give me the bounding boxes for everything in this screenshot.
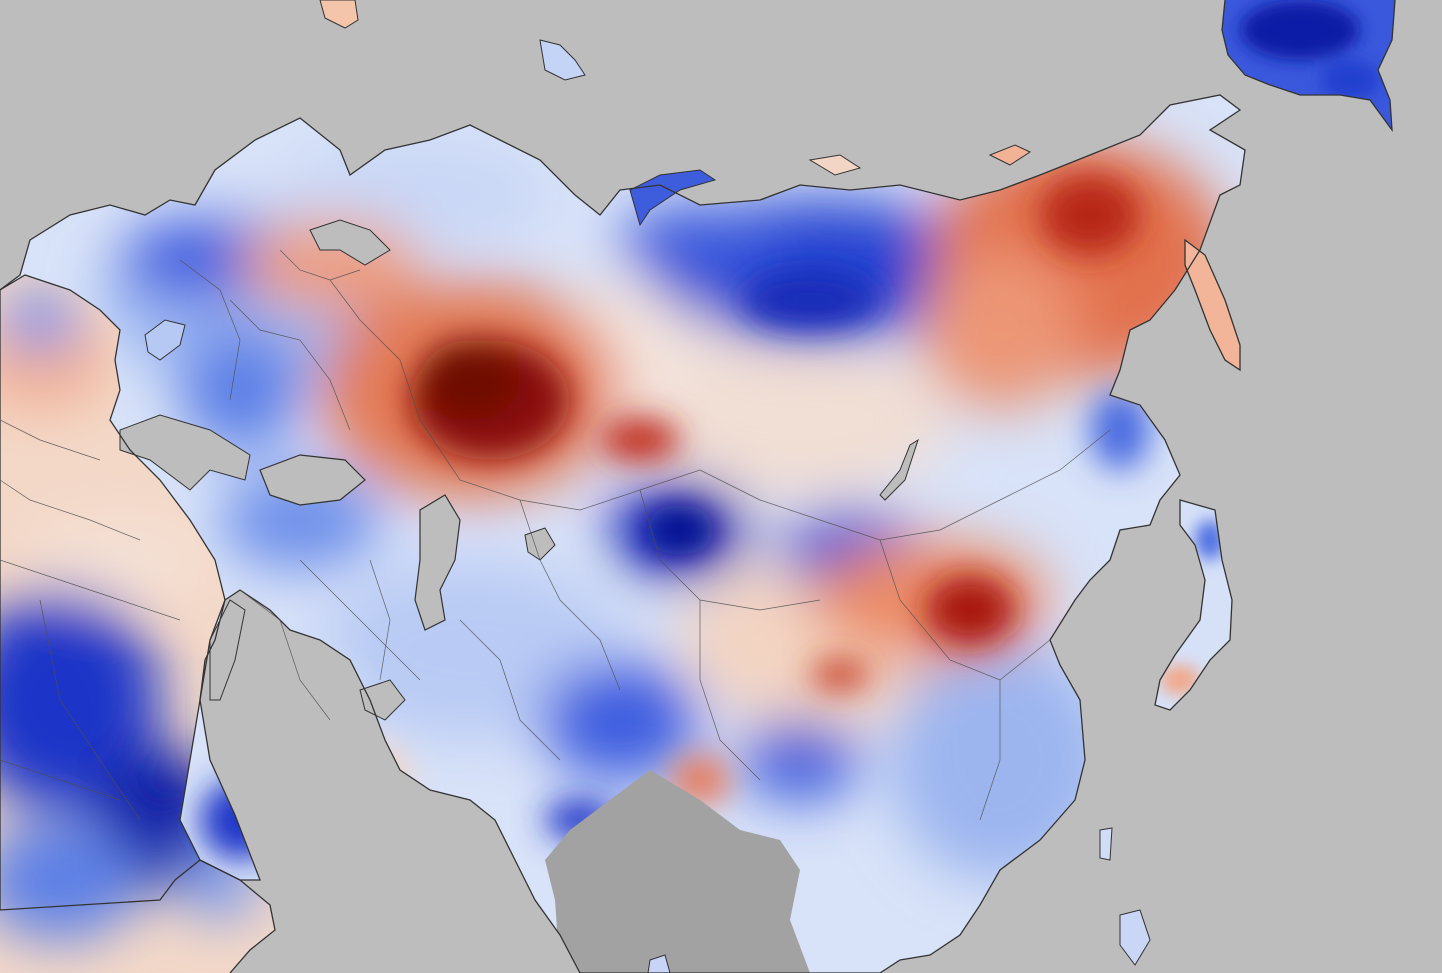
coastlines — [0, 0, 1396, 973]
philippines-islands — [1119, 909, 1151, 966]
novaya-zemlya-island — [629, 169, 717, 227]
black-sea — [259, 454, 366, 506]
iceland-island — [319, 0, 359, 29]
india-no-data-region — [545, 770, 810, 973]
taiwan-island — [1099, 827, 1113, 861]
country-borders — [0, 249, 1111, 821]
aral-sea — [524, 527, 556, 561]
severnaya-zemlya-island — [808, 154, 862, 176]
british-isles — [144, 319, 186, 361]
svalbard-island — [539, 39, 586, 81]
baltic-sea — [309, 219, 391, 266]
caspian-sea — [414, 494, 461, 631]
new-siberian-islands — [988, 144, 1032, 166]
lake-baikal — [879, 438, 919, 501]
persian-gulf — [359, 679, 406, 721]
sri-lanka-island — [647, 954, 671, 973]
